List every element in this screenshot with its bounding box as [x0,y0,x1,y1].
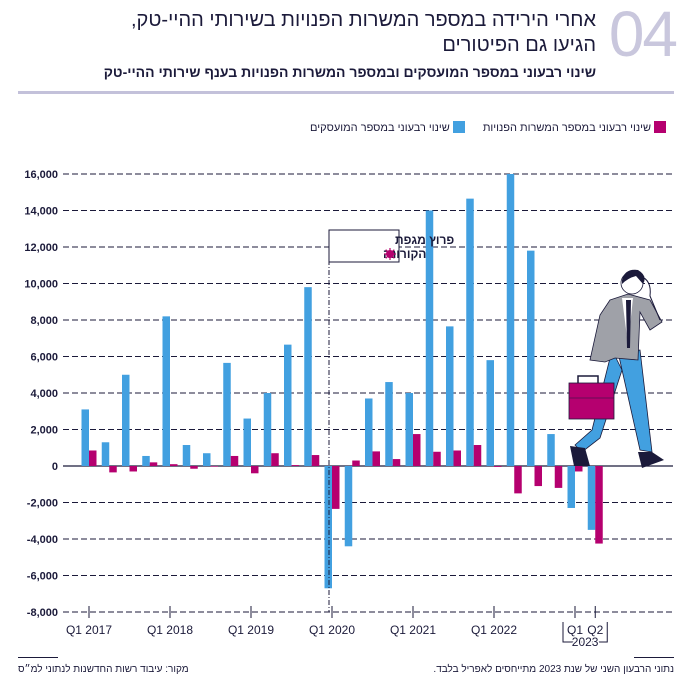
y-tick-label: -6,000 [27,571,58,583]
y-tick-label: -4,000 [27,534,58,546]
bar-employees [101,442,110,466]
bar-openings [89,450,97,466]
chart-number: 04 [608,0,678,70]
bar-openings [392,459,401,466]
bar-employees [263,393,272,466]
bar-employees [567,466,575,508]
bar-employees [365,398,373,466]
bar-employees [223,362,231,466]
x-tick-label: Q1 2022 [471,623,517,637]
bar-openings [372,451,380,466]
x-tick-label: Q1 2021 [390,623,436,637]
bar-employees [527,250,535,466]
bar-employees [466,198,474,466]
y-tick-label: 14,000 [24,206,58,218]
y-tick-label: -2,000 [27,498,58,510]
bar-openings [332,466,340,509]
source-divider [18,657,58,658]
x-tick-label: Q1 2018 [147,623,193,637]
bar-employees [243,418,251,466]
subtitle: שינוי רבעוני במספר המועסקים ובמספר המשרו… [103,64,596,80]
bar-employees [81,409,89,466]
bar-employees [304,287,312,466]
bar-openings [109,466,117,473]
bar-openings [534,466,542,487]
bar-employees [446,326,454,466]
bar-employees [284,344,292,466]
legend: שינוי רבעוני במספר המשרות הפנויות שינוי … [310,121,666,134]
bar-openings [473,445,482,466]
worried-man-illustration [568,269,664,468]
bar-openings [190,466,198,469]
x-tick-label: Q1 2020 [309,623,355,637]
y-tick-label: 12,000 [24,242,58,254]
annotation-line1: פרוץ מגפת [395,233,454,247]
footnote: נתוני הרבעון השני של שנת 2023 מתייחסים ל… [433,664,674,675]
legend-swatch-openings [654,121,666,133]
bar-openings [413,434,421,466]
bar-openings [575,466,583,472]
x-tick-label: Q1 2017 [66,623,112,637]
legend-label: שינוי רבעוני במספר המשרות הפנויות [482,122,651,134]
bar-employees [547,434,555,466]
y-tick-label: -8,000 [27,607,58,619]
y-tick-label: 0 [52,461,58,473]
bar-openings [149,462,158,466]
y-tick-label: 10,000 [24,279,58,291]
title-line-1: אחרי הירידה במספר המשרות הפנויות בשירותי… [131,9,596,31]
bar-employees [324,466,332,589]
bar-employees [587,466,596,530]
legend-label: שינוי רבעוני במספר המועסקים [310,122,450,134]
y-tick-label: 2,000 [30,425,58,437]
bar-openings [210,466,218,467]
bar-openings [554,466,563,488]
bar-openings [170,464,178,466]
corona-annotation: פרוץ מגפת הקורונה [328,229,454,612]
source-note: מקור: עיבוד רשות החדשנות לנתוני למ״ס [18,664,189,675]
x-tick-label: Q2 [587,623,603,637]
x-group-label: 2023 [572,635,599,649]
bar-employees [182,445,191,466]
bar-employees [344,466,353,547]
bar-openings [251,466,259,474]
y-tick-label: 16,000 [24,169,58,181]
title-line-2: הגיעו גם הפיטורים [442,34,596,56]
briefcase-icon [568,382,615,420]
bar-employees [405,393,413,466]
y-tick-label: 8,000 [30,315,58,327]
bar-openings [230,455,239,466]
x-tick-label: Q1 2019 [228,623,274,637]
bar-openings [595,466,603,544]
bar-openings [352,460,360,466]
y-tick-label: 4,000 [30,388,58,400]
legend-swatch-employees [452,121,465,133]
bar-openings [453,450,461,466]
bar-employees [486,360,494,466]
title-divider [18,91,674,94]
page-title: אחרי הירידה במספר המשרות הפנויות בשירותי… [131,8,596,58]
year-bracket [562,622,608,643]
annotation-box [328,229,400,263]
bar-employees [385,382,393,466]
legend-item-employees: שינוי רבעוני במספר המועסקים [310,121,465,134]
bar-employees [425,210,434,466]
footnote-divider [634,657,674,658]
legend-item-openings: שינוי רבעוני במספר המשרות הפנויות [483,121,666,134]
bar-openings [433,451,441,466]
bar-employees [162,316,170,466]
bar-openings [494,466,502,467]
bar-employees [122,374,130,466]
bar-openings [129,466,137,472]
bar-openings [271,453,279,466]
bar-openings [311,455,320,466]
y-tick-label: 6,000 [30,352,58,364]
bar-employees [506,174,515,466]
x-tick-label: Q1 [567,623,583,637]
bar-openings [514,466,522,494]
virus-icon [384,248,396,260]
bar-employees [142,455,150,466]
bar-employees [203,453,211,466]
bar-openings [291,465,299,466]
